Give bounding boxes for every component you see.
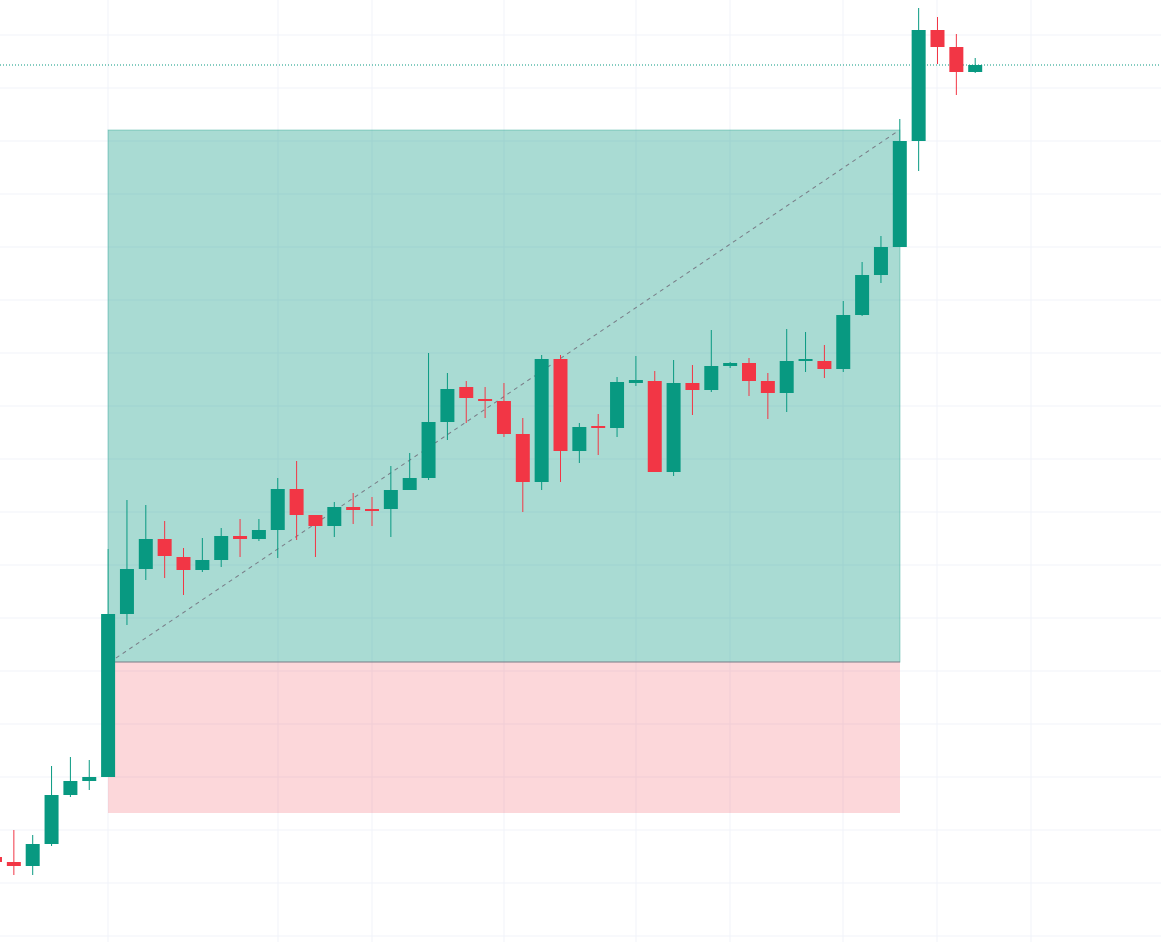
candle-body xyxy=(402,478,417,490)
candle-body xyxy=(723,363,738,366)
candle-body xyxy=(459,387,474,398)
candle-body xyxy=(327,507,342,526)
candle-body xyxy=(836,315,851,369)
candle-body xyxy=(911,30,926,141)
candle-body xyxy=(233,536,248,539)
long-position-tool[interactable] xyxy=(107,129,901,813)
candle-body xyxy=(119,569,134,614)
candle-body xyxy=(440,389,455,422)
candle-body xyxy=(25,844,40,866)
candle-body xyxy=(515,434,530,482)
loss-zone[interactable] xyxy=(108,662,900,813)
candle-body xyxy=(251,530,266,539)
candle-body xyxy=(760,381,775,393)
candle-body xyxy=(308,515,323,526)
candle-body xyxy=(610,382,625,428)
candle-body xyxy=(742,363,756,381)
candle-body xyxy=(572,427,587,451)
candle-body xyxy=(873,247,888,275)
candle-body xyxy=(647,381,662,472)
candle-body xyxy=(685,383,700,390)
candle-body xyxy=(82,777,97,781)
candle-body xyxy=(534,359,549,482)
candle-body xyxy=(704,366,719,390)
candle-body xyxy=(892,141,907,247)
candle-body xyxy=(949,47,964,72)
candle-body xyxy=(6,862,21,866)
candle-body xyxy=(779,361,794,393)
candle-body xyxy=(383,490,398,509)
candle-body xyxy=(346,507,361,510)
candle-body xyxy=(157,539,172,556)
candle-body xyxy=(138,539,153,569)
candle-body xyxy=(628,380,643,383)
candle-body xyxy=(798,359,813,361)
candle-body xyxy=(270,489,285,530)
candle-body xyxy=(365,509,379,511)
candle-body xyxy=(968,65,983,72)
candle-body xyxy=(855,275,870,315)
trade-path xyxy=(115,130,899,659)
candle-body xyxy=(421,422,436,478)
candle-body xyxy=(553,359,568,451)
candle-body xyxy=(930,30,945,47)
candle-body xyxy=(44,795,59,844)
candle-body xyxy=(478,399,493,401)
candle-body xyxy=(666,383,681,472)
candle-body xyxy=(591,426,606,428)
candle-body xyxy=(195,560,210,570)
candles xyxy=(0,8,983,875)
candle-body xyxy=(817,361,832,369)
candle-body xyxy=(0,857,2,862)
candle-body xyxy=(289,489,304,515)
candle-body xyxy=(101,614,116,777)
candle-body xyxy=(176,557,191,570)
candle-body xyxy=(63,781,78,795)
candle-body xyxy=(214,536,229,560)
candle-body xyxy=(496,401,511,434)
